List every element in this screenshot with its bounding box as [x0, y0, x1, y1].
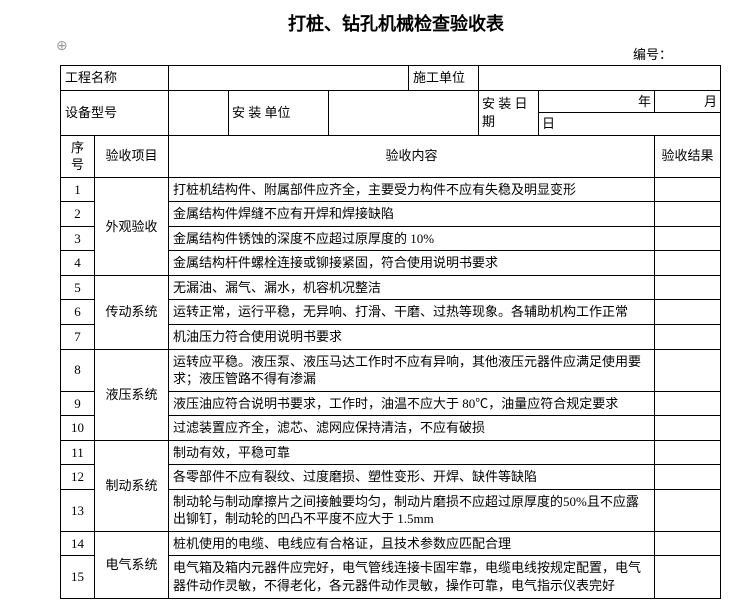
cell-seq: 5	[61, 275, 95, 300]
cell-content: 金属结构件锈蚀的深度不应超过原厚度的 10%	[169, 226, 655, 251]
cell-seq: 2	[61, 202, 95, 227]
column-header-row: 序号 验收项目 验收内容 验收结果	[61, 135, 721, 177]
cell-category: 外观验收	[95, 177, 169, 275]
cell-content: 过滤装置应齐全，滤芯、滤网应保持清洁，不应有破损	[169, 416, 655, 441]
cell-result	[655, 300, 721, 325]
cell-result	[655, 440, 721, 465]
cell-content: 运转应平稳。液压泵、液压马达工作时不应有异响，其他液压元器件应满足使用要求；液压…	[169, 349, 655, 391]
page-title: 打桩、钻孔机械检查验收表	[60, 10, 732, 36]
date-year: 年	[539, 90, 655, 113]
install-date-label: 安 装 日期	[479, 90, 539, 135]
cell-category: 传动系统	[95, 275, 169, 349]
cell-seq: 6	[61, 300, 95, 325]
equipment-model-label: 设备型号	[61, 90, 169, 135]
cell-content: 各零部件不应有裂纹、过度磨损、塑性变形、开焊、缺件等缺陷	[169, 465, 655, 490]
cell-result	[655, 531, 721, 556]
cell-seq: 1	[61, 177, 95, 202]
date-month: 月	[655, 90, 721, 113]
cell-content: 液压油应符合说明书要求，工作时，油温不应大于 80℃，油量应符合规定要求	[169, 391, 655, 416]
equipment-model-value	[169, 90, 229, 135]
cell-result	[655, 489, 721, 531]
cell-seq: 12	[61, 465, 95, 490]
cell-result	[655, 325, 721, 350]
cell-category: 电气系统	[95, 531, 169, 598]
project-name-value	[169, 66, 409, 91]
date-day: 日	[539, 113, 721, 136]
table-row: 8液压系统运转应平稳。液压泵、液压马达工作时不应有异响，其他液压元器件应满足使用…	[61, 349, 721, 391]
cell-seq: 7	[61, 325, 95, 350]
cell-content: 打桩机结构件、附属部件应齐全，主要受力构件不应有失稳及明显变形	[169, 177, 655, 202]
cell-result	[655, 202, 721, 227]
table-row: 5传动系统无漏油、漏气、漏水，机容机况整洁	[61, 275, 721, 300]
cell-seq: 13	[61, 489, 95, 531]
col-category: 验收项目	[95, 135, 169, 177]
cell-seq: 3	[61, 226, 95, 251]
cell-seq: 4	[61, 251, 95, 276]
header-row-2: 设备型号 安 装 单位 安 装 日期 年 月	[61, 90, 721, 113]
col-result: 验收结果	[655, 135, 721, 177]
col-content: 验收内容	[169, 135, 655, 177]
cell-content: 机油压力符合使用说明书要求	[169, 325, 655, 350]
cell-seq: 15	[61, 556, 95, 598]
cell-content: 金属结构件焊缝不应有开焊和焊接缺陷	[169, 202, 655, 227]
cell-result	[655, 177, 721, 202]
cell-content: 运转正常，运行平稳，无异响、打滑、干磨、过热等现象。各辅助机构工作正常	[169, 300, 655, 325]
cell-result	[655, 556, 721, 598]
table-row: 1外观验收打桩机结构件、附属部件应齐全，主要受力构件不应有失稳及明显变形	[61, 177, 721, 202]
cell-content: 电气箱及箱内元器件应完好，电气管线连接卡固牢靠，电缆电线按规定配置，电气器件动作…	[169, 556, 655, 598]
cell-result	[655, 251, 721, 276]
cell-result	[655, 416, 721, 441]
table-row: 11制动系统制动有效，平稳可靠	[61, 440, 721, 465]
table-row: 14电气系统桩机使用的电缆、电线应有合格证，且技术参数应匹配合理	[61, 531, 721, 556]
install-unit-value	[329, 90, 479, 135]
construction-unit-label: 施工单位	[409, 66, 479, 91]
cell-seq: 10	[61, 416, 95, 441]
cell-result	[655, 391, 721, 416]
cell-content: 桩机使用的电缆、电线应有合格证，且技术参数应匹配合理	[169, 531, 655, 556]
anchor-icon: ⊕	[56, 38, 68, 55]
doc-number-label: 编号：	[60, 44, 732, 63]
cell-content: 制动有效，平稳可靠	[169, 440, 655, 465]
project-name-label: 工程名称	[61, 66, 169, 91]
cell-category: 液压系统	[95, 349, 169, 440]
inspection-table: 工程名称 施工单位 设备型号 安 装 单位 安 装 日期 年 月 日 序号 验收…	[60, 65, 721, 599]
cell-content: 无漏油、漏气、漏水，机容机况整洁	[169, 275, 655, 300]
cell-result	[655, 275, 721, 300]
cell-result	[655, 349, 721, 391]
header-row-1: 工程名称 施工单位	[61, 66, 721, 91]
cell-category: 制动系统	[95, 440, 169, 531]
cell-seq: 8	[61, 349, 95, 391]
cell-content: 金属结构杆件螺栓连接或铆接紧固，符合使用说明书要求	[169, 251, 655, 276]
install-unit-label: 安 装 单位	[229, 90, 329, 135]
cell-seq: 14	[61, 531, 95, 556]
cell-result	[655, 465, 721, 490]
cell-result	[655, 226, 721, 251]
cell-seq: 9	[61, 391, 95, 416]
col-seq: 序号	[61, 135, 95, 177]
construction-unit-value	[479, 66, 721, 91]
cell-seq: 11	[61, 440, 95, 465]
cell-content: 制动轮与制动摩擦片之间接触要均匀，制动片磨损不应超过原厚度的50%且不应露出铆钉…	[169, 489, 655, 531]
